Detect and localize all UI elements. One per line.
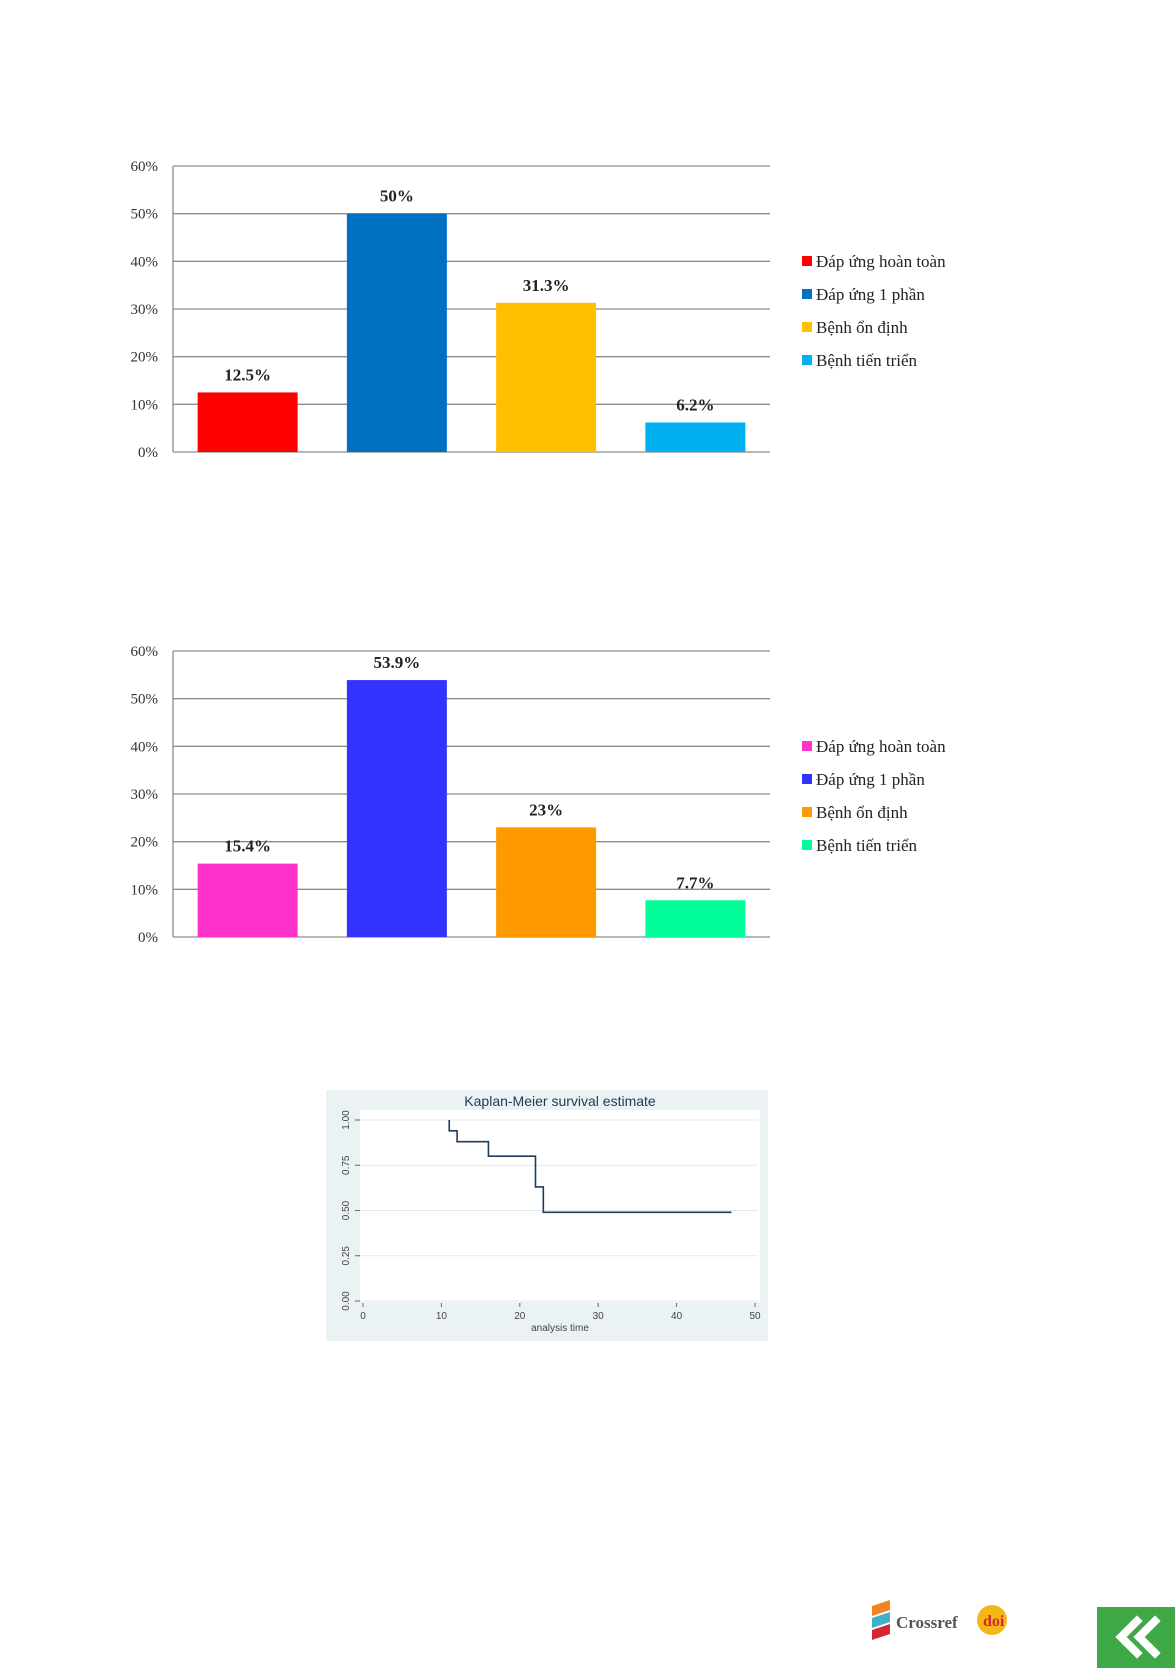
doi-badge-icon	[977, 1605, 1007, 1635]
y-tick-label: 30%	[131, 302, 159, 318]
data-label: 50%	[380, 187, 414, 206]
legend-swatch	[802, 256, 812, 266]
km-x-tick-label: 40	[671, 1311, 683, 1322]
y-tick-label: 20%	[131, 350, 159, 366]
y-tick-label: 0%	[138, 445, 158, 461]
data-label: 23%	[529, 800, 563, 819]
data-label: 15.4%	[224, 837, 271, 856]
km-x-tick-label: 50	[749, 1311, 761, 1322]
legend-label: Bệnh tiến triển	[816, 351, 918, 370]
y-tick-label: 30%	[131, 787, 159, 803]
km-y-tick-label: 1.00	[341, 1110, 352, 1130]
bar	[197, 863, 298, 937]
legend-swatch	[802, 741, 812, 751]
back-nav-button[interactable]	[1097, 1607, 1175, 1668]
legend-swatch	[802, 807, 812, 817]
legend-label: Bệnh ổn định	[816, 803, 908, 822]
y-tick-label: 60%	[131, 644, 159, 660]
y-tick-label: 0%	[138, 930, 158, 946]
legend-swatch	[802, 355, 812, 365]
y-tick-label: 60%	[131, 159, 159, 175]
km-x-tick-label: 30	[593, 1311, 605, 1322]
bar	[496, 302, 597, 452]
legend-swatch	[802, 774, 812, 784]
double-chevron-left-icon	[1115, 1615, 1161, 1659]
km-x-tick-label: 10	[436, 1311, 448, 1322]
y-tick-label: 50%	[131, 692, 159, 708]
bar	[346, 680, 447, 937]
crossref-mark-icon	[872, 1600, 890, 1640]
legend-label: Bệnh ổn định	[816, 318, 908, 337]
data-label: 53.9%	[374, 653, 421, 672]
crossref-logo: Crossref doi	[872, 1600, 1007, 1640]
km-survival-curve	[448, 1120, 732, 1214]
km-y-tick-label: 0.00	[341, 1291, 352, 1311]
bar	[346, 213, 447, 452]
bar-chart-2-svg: 0% 10% 20% 30% 40% 50% 60% 15.4% 53.9% 23% 7.7% Đáp…	[131, 644, 947, 946]
y-tick-label: 40%	[131, 739, 159, 755]
km-y-tick-label: 0.75	[341, 1155, 352, 1175]
km-plot-area	[360, 1110, 760, 1302]
legend-swatch	[802, 322, 812, 332]
y-tick-label: 50%	[131, 207, 159, 223]
legend-label: Bệnh tiến triển	[816, 836, 918, 855]
legend-label: Đáp ứng hoàn toàn	[816, 737, 946, 756]
km-x-axis-label: analysis time	[531, 1323, 589, 1334]
legend-label: Đáp ứng 1 phần	[816, 285, 925, 304]
legend-swatch	[802, 840, 812, 850]
y-tick-label: 40%	[131, 254, 159, 270]
y-tick-label: 10%	[131, 882, 159, 898]
legend-swatch	[802, 289, 812, 299]
bar	[496, 827, 597, 937]
data-label: 6.2%	[676, 395, 714, 414]
km-chart-svg: Kaplan-Meier survival estimate 0.00 0.25 0.…	[326, 1090, 768, 1341]
bar	[197, 392, 298, 452]
data-label: 12.5%	[224, 365, 271, 384]
km-x-tick-label: 0	[360, 1311, 366, 1322]
km-y-tick-label: 0.50	[341, 1200, 352, 1220]
km-x-tick-label: 20	[514, 1311, 526, 1322]
response-chart-1: 0% 10% 20% 30% 40% 50% 60% 12.5% 50% 31.3% 6.2% Đáp…	[0, 140, 1175, 480]
legend-label: Đáp ứng 1 phần	[816, 770, 925, 789]
data-label: 31.3%	[523, 276, 570, 295]
km-y-tick-label: 0.25	[341, 1246, 352, 1266]
crossref-logo-text: Crossref	[896, 1613, 958, 1632]
y-tick-label: 10%	[131, 397, 159, 413]
data-label: 7.7%	[676, 873, 714, 892]
bar-chart-1-svg: 0% 10% 20% 30% 40% 50% 60% 12.5% 50% 31.3% 6.2% Đáp…	[131, 159, 947, 461]
bar	[645, 422, 746, 452]
legend-label: Đáp ứng hoàn toàn	[816, 252, 946, 271]
kaplan-meier-chart: Kaplan-Meier survival estimate 0.00 0.25 0.…	[0, 1090, 1175, 1430]
bar	[645, 900, 746, 937]
doi-badge-text: doi	[983, 1613, 1005, 1630]
response-chart-2: 0% 10% 20% 30% 40% 50% 60% 15.4% 53.9% 23% 7.7% Đáp…	[0, 625, 1175, 965]
y-tick-label: 20%	[131, 835, 159, 851]
km-title: Kaplan-Meier survival estimate	[464, 1093, 656, 1109]
